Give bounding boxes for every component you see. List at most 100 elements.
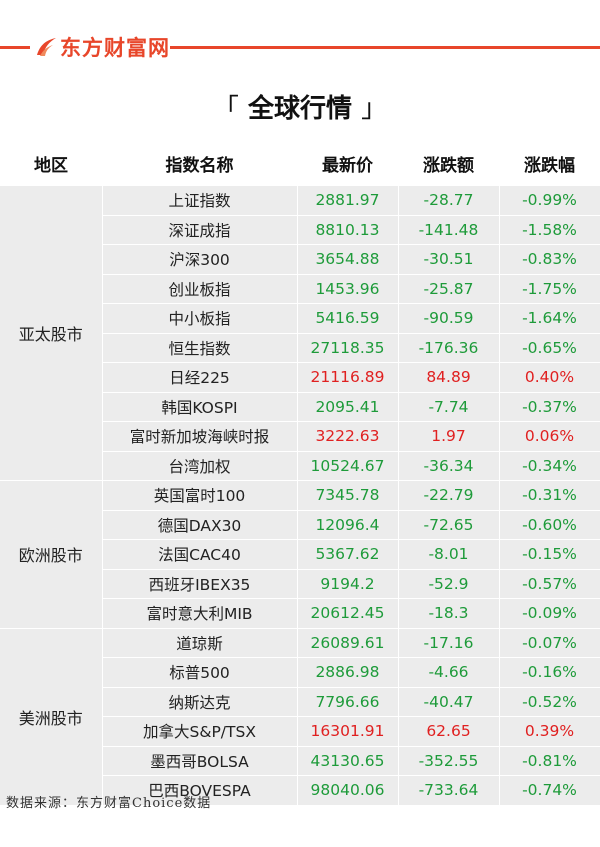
index-name-cell: 深证成指: [102, 215, 298, 245]
change-pct-cell: -0.52%: [499, 687, 600, 717]
change-cell: -17.16: [398, 628, 500, 658]
price-cell: 9194.2: [297, 569, 399, 599]
change-pct-cell: -0.07%: [499, 628, 600, 658]
index-name-cell: 标普500: [102, 657, 298, 688]
price-cell: 2886.98: [297, 657, 399, 688]
index-name-cell: 中小板指: [102, 303, 298, 334]
table-row: 西班牙IBEX35 9194.2 -52.9 -0.57%: [0, 569, 600, 599]
price-cell: 98040.06: [297, 775, 399, 806]
table-row: 中小板指 5416.59 -90.59 -1.64%: [0, 303, 600, 334]
table-row: 日经225 21116.89 84.89 0.40%: [0, 362, 600, 393]
change-pct-cell: 0.06%: [499, 421, 600, 452]
table-body: 亚太股市 上证指数 2881.97 -28.77 -0.99% 深证成指 8810.13 -1…: [0, 186, 600, 806]
price-cell: 16301.91: [297, 716, 399, 747]
page-title-text: 全球行情: [247, 94, 352, 124]
change-cell: -40.47: [398, 687, 500, 717]
table-row: 纳斯达克 7796.66 -40.47 -0.52%: [0, 687, 600, 717]
table-row: 创业板指 1453.96 -25.87 -1.75%: [0, 274, 600, 304]
price-cell: 27118.35: [297, 333, 399, 363]
price-cell: 7796.66: [297, 687, 399, 717]
change-cell: -733.64: [398, 775, 500, 806]
change-cell: -72.65: [398, 510, 500, 540]
change-pct-cell: -0.09%: [499, 598, 600, 629]
table-row: 韩国KOSPI 2095.41 -7.74 -0.37%: [0, 392, 600, 422]
table-row: 亚太股市 上证指数 2881.97 -28.77 -0.99%: [0, 186, 600, 481]
change-pct-cell: -0.81%: [499, 746, 600, 776]
table-row: 法国CAC40 5367.62 -8.01 -0.15%: [0, 539, 600, 570]
page-title: 「 全球行情 」: [0, 88, 600, 125]
change-cell: 84.89: [398, 362, 500, 393]
header-index-name: 指数名称: [165, 155, 234, 176]
change-cell: 1.97: [398, 421, 500, 452]
change-pct-cell: -0.57%: [499, 569, 600, 599]
change-pct-cell: -0.15%: [499, 539, 600, 570]
table-header-row: 地区 指数名称 最新价 涨跌额 涨跌幅: [0, 140, 600, 186]
table-row: 加拿大S&P/TSX 16301.91 62.65 0.39%: [0, 716, 600, 747]
index-name-cell: 沪深300: [102, 244, 298, 275]
brand-logo: 东方财富网: [34, 34, 170, 60]
change-pct-cell: 0.39%: [499, 716, 600, 747]
change-cell: -18.3: [398, 598, 500, 629]
table-row: 墨西哥BOLSA 43130.65 -352.55 -0.81%: [0, 746, 600, 776]
price-cell: 21116.89: [297, 362, 399, 393]
header-region: 地区: [34, 155, 68, 176]
change-cell: -8.01: [398, 539, 500, 570]
change-cell: -52.9: [398, 569, 500, 599]
index-name-cell: 英国富时100: [102, 480, 298, 511]
index-name-cell: 台湾加权: [102, 451, 298, 481]
index-name-cell: 创业板指: [102, 274, 298, 304]
index-name-cell: 韩国KOSPI: [102, 392, 298, 422]
change-pct-cell: -0.74%: [499, 775, 600, 806]
change-cell: -7.74: [398, 392, 500, 422]
price-cell: 7345.78: [297, 480, 399, 511]
title-bracket-left: 「: [212, 94, 239, 124]
index-name-cell: 法国CAC40: [102, 539, 298, 570]
header-line-left: [0, 46, 30, 49]
table-row: 德国DAX30 12096.4 -72.65 -0.60%: [0, 510, 600, 540]
change-pct-cell: -1.64%: [499, 303, 600, 334]
index-name-cell: 加拿大S&P/TSX: [102, 716, 298, 747]
change-cell: -30.51: [398, 244, 500, 275]
market-table: 地区 指数名称 最新价 涨跌额 涨跌幅 亚太股市 上证指数 2881.97 -28.7…: [0, 140, 600, 806]
change-pct-cell: -0.34%: [499, 451, 600, 481]
table-row: 欧洲股市 英国富时100 7345.78 -22.79 -0.31%: [0, 480, 600, 629]
change-cell: 62.65: [398, 716, 500, 747]
change-pct-cell: -1.75%: [499, 274, 600, 304]
price-cell: 8810.13: [297, 215, 399, 245]
header-change-pct: 涨跌幅: [524, 155, 575, 176]
header-line-right: [170, 46, 600, 49]
price-cell: 26089.61: [297, 628, 399, 658]
price-cell: 3222.63: [297, 421, 399, 452]
header-price: 最新价: [322, 155, 373, 176]
index-name-cell: 日经225: [102, 362, 298, 393]
index-name-cell: 德国DAX30: [102, 510, 298, 540]
price-cell: 2095.41: [297, 392, 399, 422]
header-change: 涨跌额: [423, 155, 474, 176]
table-row: 富时新加坡海峡时报 3222.63 1.97 0.06%: [0, 421, 600, 452]
table-row: 沪深300 3654.88 -30.51 -0.83%: [0, 244, 600, 275]
table-row: 巴西BOVESPA 98040.06 -733.64 -0.74%: [0, 775, 600, 806]
change-pct-cell: -1.58%: [499, 215, 600, 245]
change-cell: -141.48: [398, 215, 500, 245]
index-name-cell: 巴西BOVESPA: [102, 775, 298, 806]
change-pct-cell: -0.65%: [499, 333, 600, 363]
price-cell: 5416.59: [297, 303, 399, 334]
brand-swoosh-icon: [37, 38, 56, 56]
price-cell: 20612.45: [297, 598, 399, 629]
index-name-cell: 富时意大利MIB: [102, 598, 298, 629]
table-row: 恒生指数 27118.35 -176.36 -0.65%: [0, 333, 600, 363]
index-name-cell: 富时新加坡海峡时报: [102, 421, 298, 452]
change-cell: -4.66: [398, 657, 500, 688]
change-cell: -176.36: [398, 333, 500, 363]
index-name-cell: 道琼斯: [102, 628, 298, 658]
change-pct-cell: 0.40%: [499, 362, 600, 393]
table-row: 台湾加权 10524.67 -36.34 -0.34%: [0, 451, 600, 481]
change-cell: -90.59: [398, 303, 500, 334]
change-cell: -352.55: [398, 746, 500, 776]
brand-name: 东方财富网: [60, 36, 170, 60]
table-row: 深证成指 8810.13 -141.48 -1.58%: [0, 215, 600, 245]
index-name-cell: 上证指数: [102, 186, 298, 216]
index-name-cell: 西班牙IBEX35: [102, 569, 298, 599]
index-name-cell: 恒生指数: [102, 333, 298, 363]
change-pct-cell: -0.60%: [499, 510, 600, 540]
